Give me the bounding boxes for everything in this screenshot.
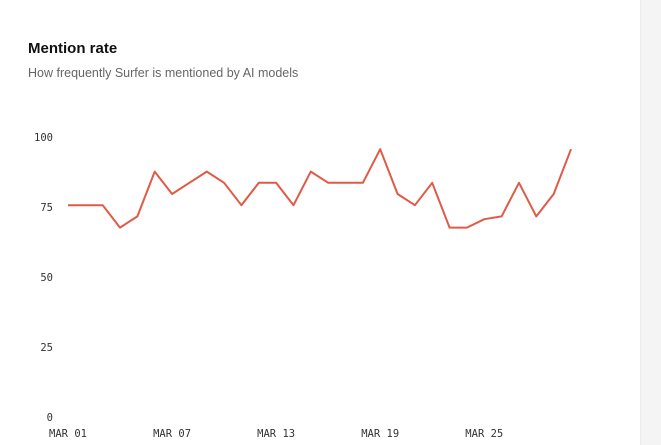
x-tick-label: MAR 07 [153,428,191,440]
line-series [68,148,572,229]
card [0,0,641,445]
y-tick-label: 25 [40,342,53,354]
x-tick-label: MAR 13 [257,428,295,440]
y-tick-label: 0 [47,412,53,424]
y-tick-label: 75 [40,202,53,214]
x-tick-label: MAR 01 [49,428,87,440]
y-tick-label: 100 [34,132,53,144]
y-tick-label: 50 [40,272,53,284]
chart-title: Mention rate [28,40,117,57]
chart-subtitle: How frequently Surfer is mentioned by AI… [28,66,298,80]
x-tick-label: MAR 19 [361,428,399,440]
x-tick-label: MAR 25 [465,428,503,440]
